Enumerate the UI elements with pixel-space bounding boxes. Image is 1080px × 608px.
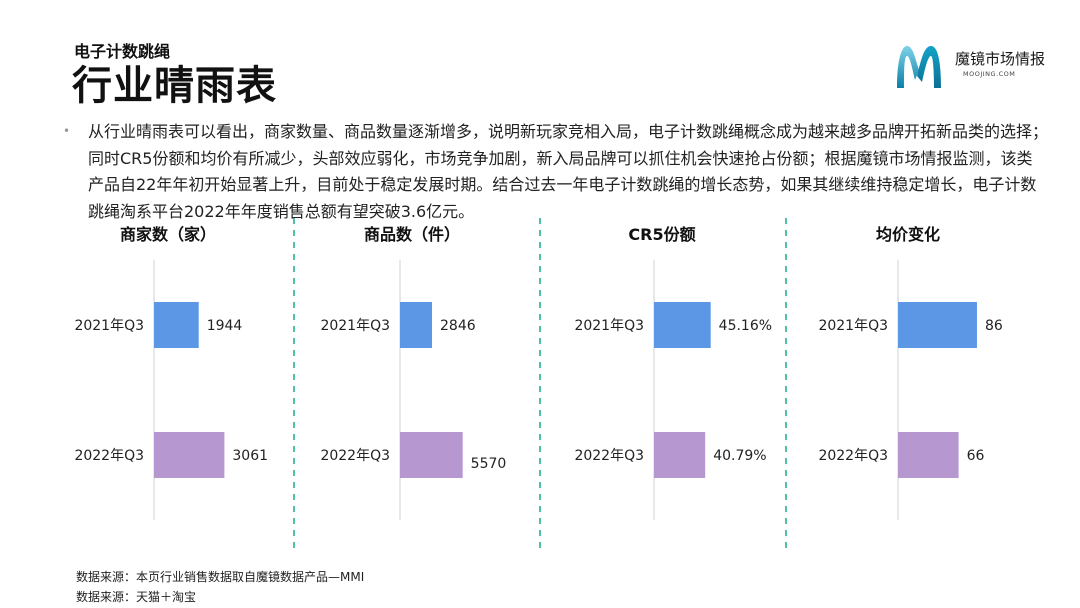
bar-2-1 — [400, 302, 433, 348]
bar-4-1 — [898, 302, 977, 348]
description-text: 从行业晴雨表可以看出，商家数量、商品数量逐渐增多，说明新玩家竞相入局，电子计数跳… — [88, 122, 1049, 221]
logo-m-icon — [897, 46, 941, 88]
category-label-3-1: 2021年Q3 — [574, 318, 644, 334]
category-label-4-2: 2022年Q3 — [818, 448, 888, 464]
charts-panel: 商家数（家） 2021年Q3 1944 2022年Q3 3061 商品数（件） 2021年Q… — [74, 218, 1003, 548]
page-subtitle: 电子计数跳绳 — [74, 42, 171, 61]
value-label-2-1: 2846 — [440, 318, 476, 334]
category-label-1-2: 2022年Q3 — [74, 448, 144, 464]
footer-source-2: 数据来源：天猫＋淘宝 — [76, 590, 197, 604]
footer-source-1: 数据来源：本页行业销售数据取自魔镜数据产品—MMI — [76, 570, 365, 584]
value-label-3-2: 40.79% — [713, 448, 766, 464]
category-label-3-2: 2022年Q3 — [574, 448, 644, 464]
bar-1-2 — [154, 432, 225, 478]
bar-2-2 — [400, 432, 463, 478]
value-label-4-1: 86 — [985, 318, 1003, 334]
category-label-4-1: 2021年Q3 — [818, 318, 888, 334]
logo-url: MOOJING.COM — [963, 70, 1016, 78]
category-label-2-2: 2022年Q3 — [320, 448, 390, 464]
value-label-3-1: 45.16% — [719, 318, 772, 334]
value-label-4-2: 66 — [967, 448, 985, 464]
chart-title-1: 商家数（家） — [120, 225, 216, 244]
category-label-1-1: 2021年Q3 — [74, 318, 144, 334]
bar-3-2 — [654, 432, 706, 478]
bar-1-1 — [154, 302, 199, 348]
logo-name: 魔镜市场情报 — [955, 50, 1046, 68]
chart-title-2: 商品数（件） — [364, 225, 460, 244]
category-label-2-1: 2021年Q3 — [320, 318, 390, 334]
brand-logo: 魔镜市场情报 MOOJING.COM — [893, 40, 1063, 92]
bullet-icon: • — [63, 124, 71, 138]
value-label-2-2: 5570 — [471, 456, 507, 472]
value-label-1-2: 3061 — [232, 448, 268, 464]
chart-title-3: CR5份额 — [628, 225, 695, 244]
bar-4-2 — [898, 432, 959, 478]
chart-title-4: 均价变化 — [876, 225, 940, 244]
page-title: 行业晴雨表 — [72, 63, 277, 109]
bar-3-1 — [654, 302, 711, 348]
value-label-1-1: 1944 — [207, 318, 243, 334]
